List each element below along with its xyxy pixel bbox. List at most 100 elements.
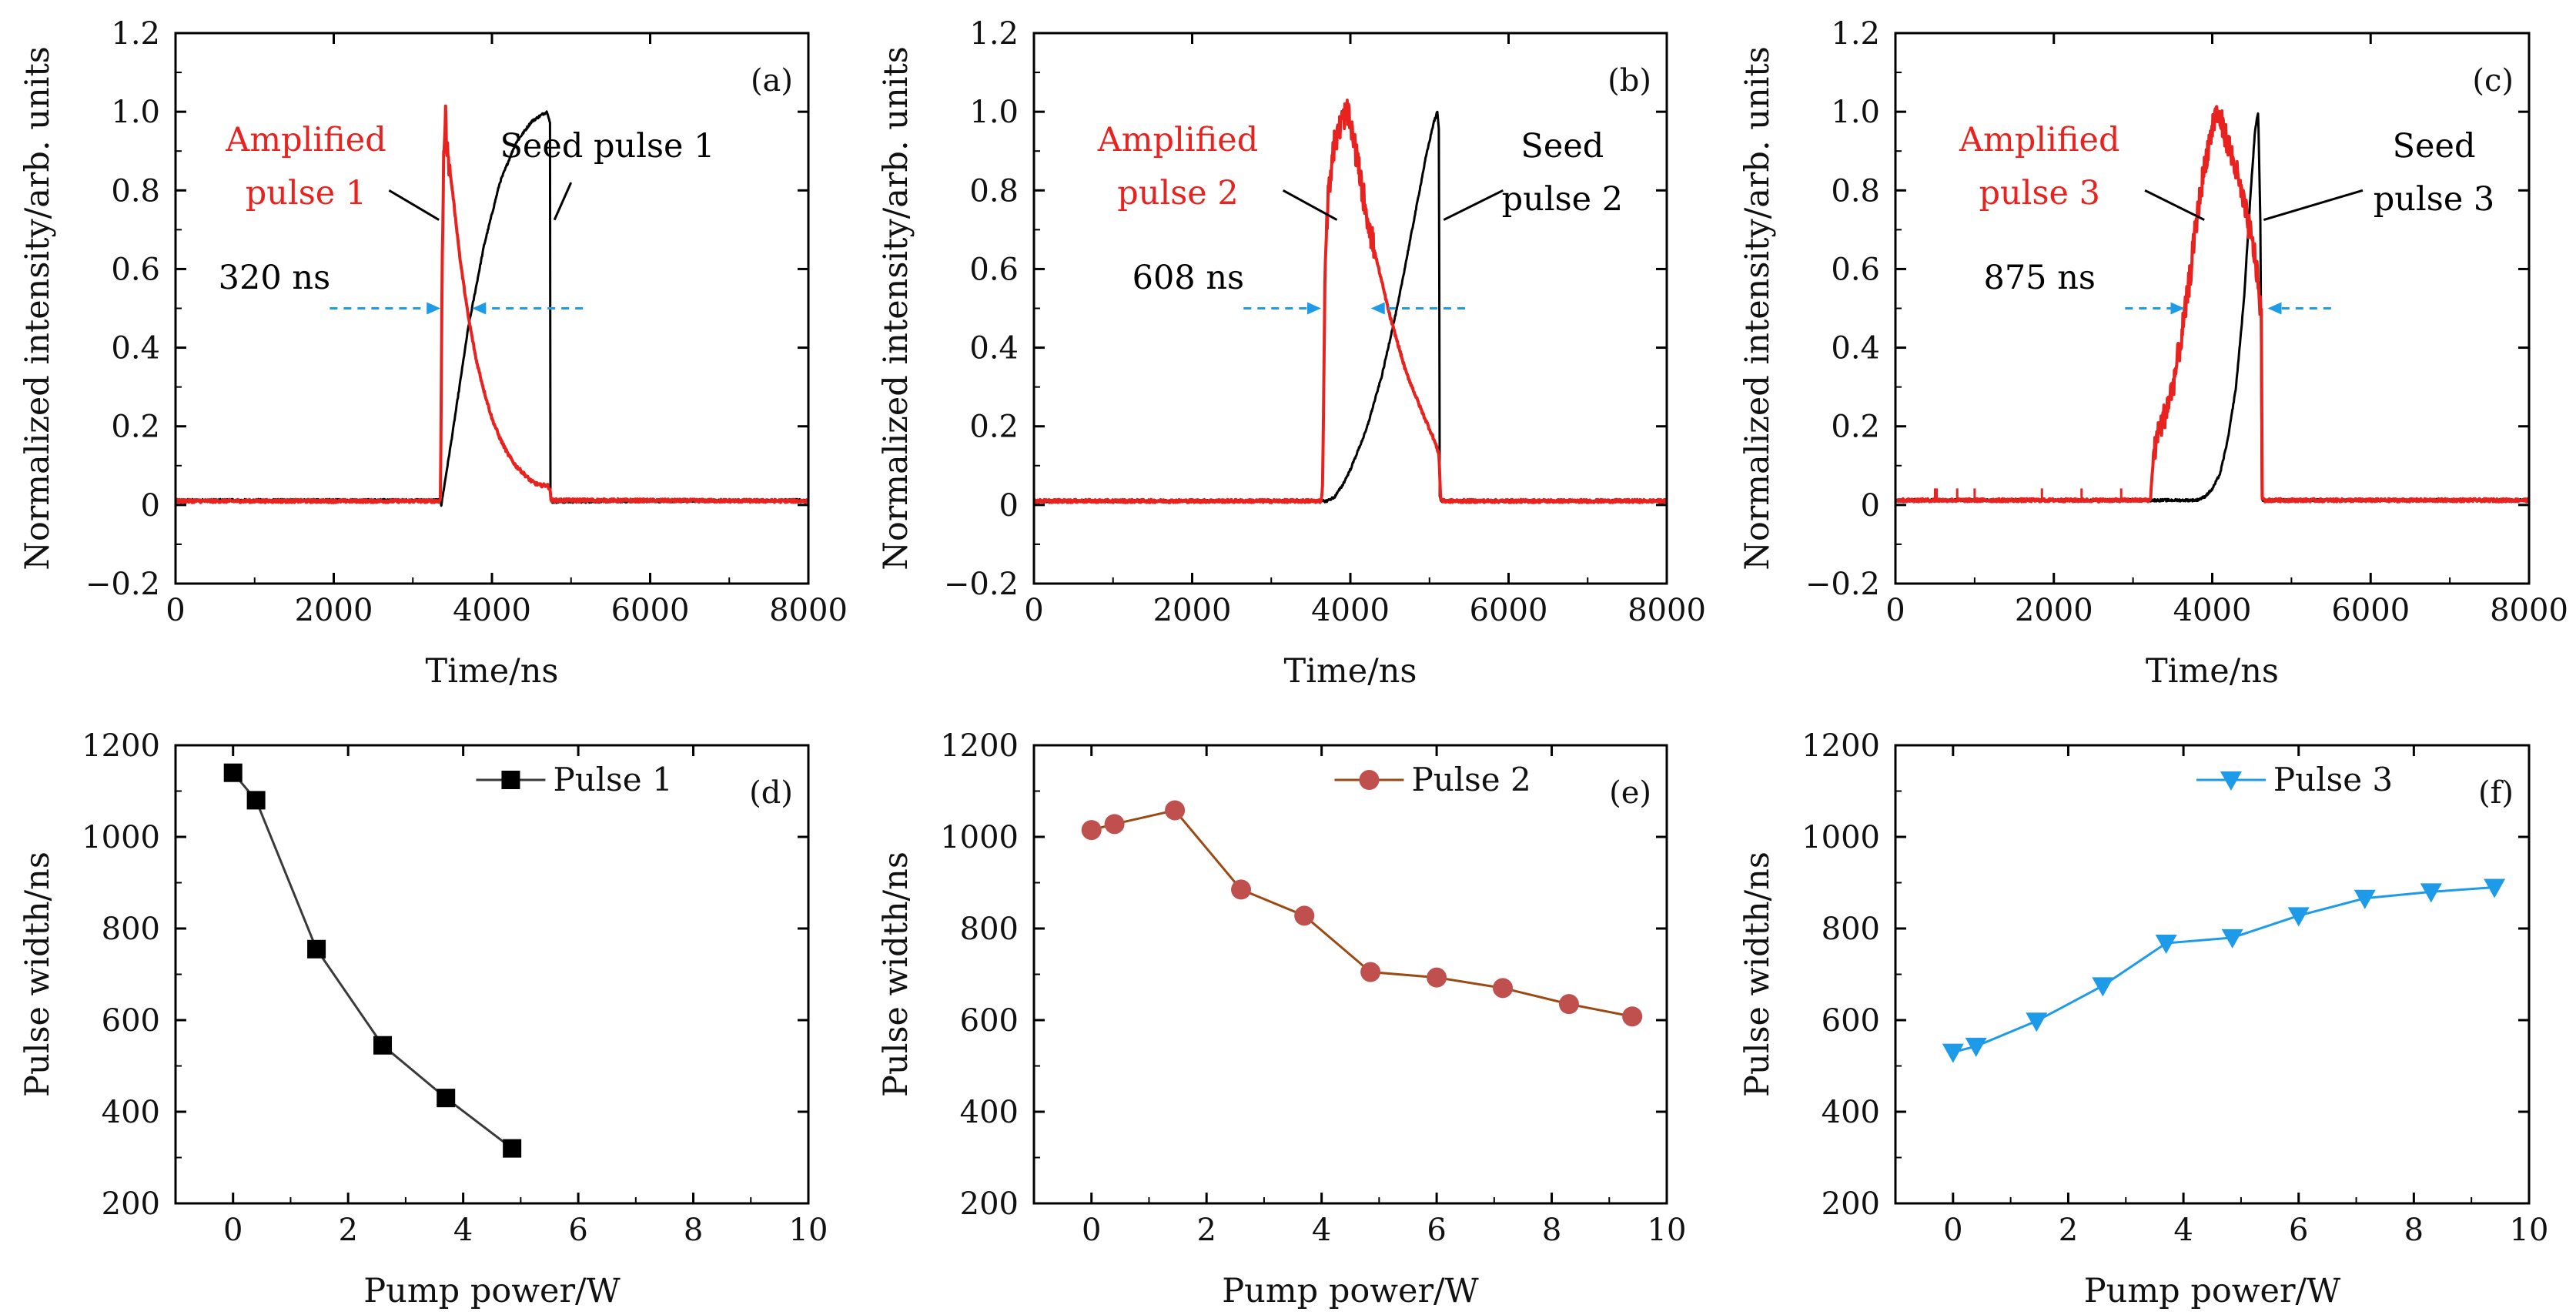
chart-panel-e: 0 2 4 6 8 10 200 400 600 800 1000 1200 Pump power/W P… — [877, 728, 1686, 1310]
chart-panel-a: 0 2000 4000 6000 8000−0.200.20.40.60.81.01.2… — [18, 16, 848, 691]
x-axis-label: Pump power/W — [363, 1272, 621, 1310]
x-tick-label: 8 — [2404, 1213, 2424, 1248]
annotation-text: Amplified — [1959, 121, 2120, 159]
annotation-text: pulse 1 — [246, 174, 367, 212]
y-tick-label: 600 — [102, 1003, 160, 1039]
y-tick-label: 1.2 — [111, 16, 160, 52]
data-point-marker — [2221, 929, 2243, 949]
x-tick-label: 4 — [453, 1213, 473, 1248]
y-tick-label: −0.2 — [944, 567, 1019, 602]
y-tick-label: 1000 — [82, 820, 160, 855]
x-tick-label: 2000 — [2015, 593, 2093, 628]
annotation-leader-line — [553, 182, 573, 221]
y-tick-label: 1.0 — [1831, 95, 1880, 130]
trace-amplified-pulse-1 — [176, 104, 808, 504]
annotation-text: pulse 3 — [1979, 174, 2100, 212]
width-arrow-head — [1370, 302, 1385, 315]
x-tick-label: 6000 — [1470, 593, 1548, 628]
legend-marker — [2220, 771, 2242, 791]
y-tick-label: 200 — [960, 1186, 1019, 1222]
x-tick-label: 0 — [1024, 593, 1043, 628]
x-tick-label: 6000 — [2331, 593, 2410, 628]
x-tick-label: 6 — [2289, 1213, 2308, 1248]
y-tick-label: 1000 — [940, 820, 1019, 855]
x-tick-label: 0 — [166, 593, 185, 628]
x-tick-label: 8 — [684, 1213, 703, 1248]
y-tick-label: 1000 — [1802, 820, 1880, 855]
plot-frame — [1032, 744, 1668, 1205]
plot-area — [1034, 99, 1667, 504]
plot-area — [1895, 105, 2529, 504]
width-arrow-head — [427, 302, 441, 315]
y-tick-label: 200 — [1822, 1186, 1880, 1222]
x-tick-label: 0 — [1885, 593, 1905, 628]
y-tick-label: −0.2 — [85, 567, 160, 602]
data-point-marker — [373, 1036, 393, 1055]
data-point-marker — [307, 939, 326, 959]
data-point-marker — [2092, 977, 2114, 997]
y-axis-label: Pulse width/ns — [1738, 852, 1777, 1097]
x-tick-label: 2 — [1196, 1213, 1216, 1248]
plot-area — [1942, 878, 2506, 1063]
y-tick-label: 0 — [141, 488, 160, 524]
data-point-marker — [1965, 1037, 1987, 1057]
x-tick-label: 10 — [789, 1213, 828, 1248]
plot-frame — [1894, 744, 2531, 1205]
chart-panel-c: 0 2000 4000 6000 8000−0.200.20.40.60.81.01.2… — [1738, 16, 2568, 691]
data-point-marker — [1081, 820, 1102, 841]
annotation-text: 320 ns — [219, 259, 331, 297]
plot-area — [1081, 800, 1643, 1027]
y-tick-label: 0.4 — [969, 331, 1019, 366]
x-tick-label: 8000 — [769, 593, 848, 628]
y-tick-label: 0.8 — [111, 173, 160, 209]
y-tick-label: 200 — [102, 1186, 160, 1222]
annotation-leader-line — [388, 189, 440, 221]
x-tick-label: 4000 — [1311, 593, 1390, 628]
legend: Pulse 1 — [476, 761, 673, 798]
annotation-text: Amplified — [1097, 121, 1259, 159]
y-tick-label: 400 — [960, 1095, 1019, 1130]
trace-seed-pulse-3 — [1895, 112, 2529, 503]
x-tick-label: 2000 — [295, 593, 373, 628]
y-tick-label: 400 — [1822, 1095, 1880, 1130]
y-tick-label: 1200 — [940, 728, 1019, 764]
legend-marker — [501, 771, 520, 789]
annotation-text: 875 ns — [1983, 259, 2096, 297]
y-axis-label: Normalized intensity/arb. units — [877, 46, 915, 571]
x-tick-label: 6 — [1427, 1213, 1446, 1248]
x-tick-label: 6 — [568, 1213, 587, 1248]
annotation-text: pulse 3 — [2374, 180, 2495, 219]
x-tick-label: 2 — [338, 1213, 357, 1248]
data-point-marker — [2484, 878, 2506, 898]
data-point-marker — [246, 791, 266, 810]
width-arrow-head — [472, 302, 487, 315]
width-arrow-head — [2267, 302, 2282, 315]
y-axis-label: Normalized intensity/arb. units — [1738, 46, 1777, 571]
annotation-text: Seed — [2393, 127, 2476, 166]
annotation-leader-line — [1282, 189, 1338, 221]
panel-label: (f) — [2478, 775, 2514, 811]
y-tick-label: 0.6 — [111, 252, 160, 287]
x-tick-label: 4 — [2173, 1213, 2193, 1248]
y-tick-label: 0.8 — [969, 173, 1019, 209]
data-point-marker — [1942, 1043, 1964, 1063]
y-tick-label: 0 — [1861, 488, 1880, 524]
data-point-marker — [2155, 935, 2177, 955]
y-tick-label: 400 — [102, 1095, 160, 1130]
x-tick-label: 2 — [2059, 1213, 2078, 1248]
x-tick-label: 0 — [223, 1213, 243, 1248]
data-point-marker — [2026, 1012, 2048, 1032]
x-axis-label: Pump power/W — [2084, 1272, 2341, 1310]
data-point-marker — [503, 1139, 522, 1158]
data-point-marker — [1104, 814, 1125, 835]
plot-area — [223, 763, 522, 1158]
annotation-leader-line — [2263, 189, 2364, 222]
y-tick-label: −0.2 — [1805, 567, 1880, 602]
x-tick-label: 10 — [2510, 1213, 2549, 1248]
x-tick-label: 0 — [1943, 1213, 1962, 1248]
y-tick-label: 1200 — [82, 728, 160, 764]
trace-amplified-pulse-3 — [1895, 105, 2529, 504]
y-tick-label: 800 — [1822, 912, 1880, 947]
x-axis-label: Time/ns — [1284, 652, 1417, 691]
plot-frame — [174, 744, 810, 1205]
